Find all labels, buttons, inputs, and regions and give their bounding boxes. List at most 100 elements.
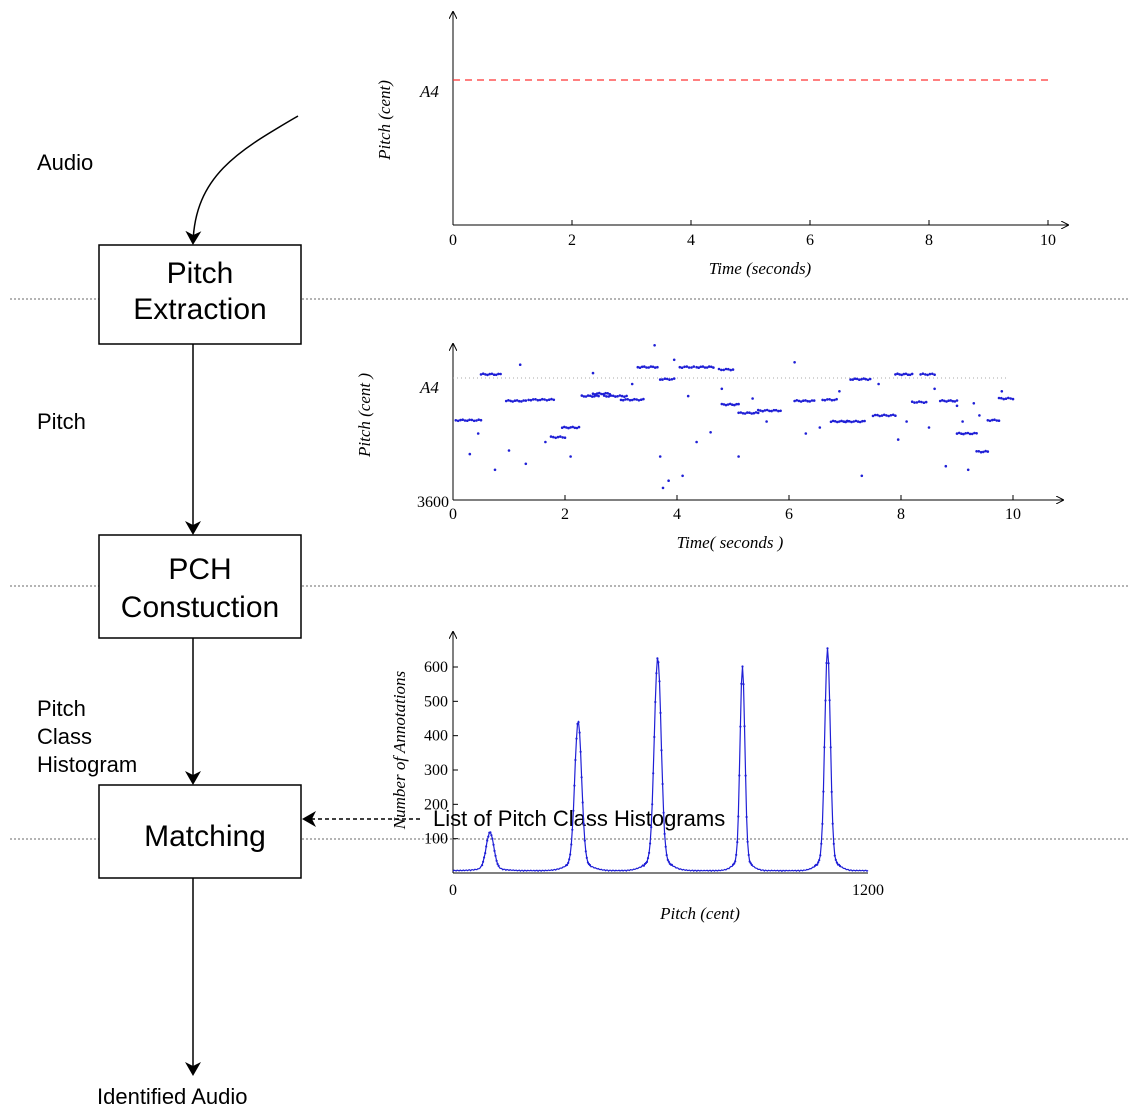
- chart2-point: [833, 398, 836, 402]
- chart3-y-tick-label: 100: [424, 831, 448, 848]
- chart3-point: [830, 790, 833, 794]
- chart2-point: [938, 399, 942, 403]
- chart2-point: [726, 403, 730, 406]
- pch-construction-box: PCH Constuction: [98, 534, 302, 639]
- chart2-point: [573, 426, 577, 430]
- chart3-point: [494, 854, 497, 857]
- chart3-point: [666, 858, 669, 862]
- chart2-point: [868, 377, 872, 381]
- chart3-point: [571, 828, 574, 831]
- chart2-point: [975, 450, 978, 453]
- chart2-point: [793, 399, 796, 403]
- chart3-y-tick-label: 400: [424, 728, 448, 745]
- chart3-y-tick-label: 500: [424, 693, 448, 710]
- chart2-point: [563, 425, 566, 429]
- chart2-point: [823, 398, 827, 402]
- pch-construction-line1: PCH: [168, 553, 231, 586]
- chart2-point: [680, 366, 684, 370]
- chart3-point: [735, 853, 738, 857]
- chart3-point: [642, 864, 646, 867]
- chart2-point: [727, 367, 730, 371]
- chart2-point: [492, 373, 496, 377]
- chart2-point: [630, 398, 634, 402]
- chart2-point: [724, 403, 728, 407]
- chart2-point: [490, 372, 494, 376]
- chart3-point: [588, 864, 592, 867]
- chart2-point: [746, 411, 749, 414]
- chart2-point: [854, 419, 858, 423]
- chart2-point: [639, 398, 643, 402]
- chart3-x-tick-label: 0: [449, 882, 457, 899]
- chart3-y-tick-label: 300: [424, 762, 448, 779]
- chart2-point: [962, 432, 965, 436]
- pch-label-line3: Histogram: [37, 752, 137, 777]
- chart2-point: [953, 400, 957, 403]
- chart3-point: [663, 832, 666, 836]
- chart2-point: [541, 397, 544, 401]
- chart2-point: [604, 391, 607, 395]
- chart2-point: [960, 432, 963, 436]
- chart2-point: [735, 402, 738, 406]
- chart2-y-tick-a4: A4: [419, 378, 439, 397]
- chart2-point: [871, 414, 875, 418]
- chart2-point: [737, 411, 740, 415]
- chart2-point: [731, 403, 734, 407]
- chart2-point: [609, 394, 613, 397]
- chart3-point: [579, 750, 582, 753]
- chart2-point: [645, 366, 648, 369]
- chart2-point: [866, 378, 870, 382]
- chart3-point: [577, 721, 580, 724]
- chart3-point: [482, 860, 485, 863]
- chart2-point: [667, 479, 670, 483]
- chart2-point: [978, 414, 981, 417]
- chart2-point: [966, 468, 970, 472]
- chart3-point: [484, 852, 487, 855]
- chart2-point: [635, 398, 638, 401]
- chart2-point: [770, 409, 773, 413]
- chart2-point: [793, 361, 796, 364]
- chart2-point: [642, 397, 645, 401]
- chart2-point: [509, 399, 512, 403]
- chart1-x-tick-label: 2: [568, 232, 576, 249]
- chart2-point: [761, 409, 764, 413]
- chart2-point: [861, 419, 864, 423]
- chart2-point: [625, 394, 628, 398]
- chart3-point: [489, 831, 492, 834]
- chart2-point: [575, 426, 579, 430]
- pch-label-line1: Pitch: [37, 696, 86, 721]
- chart3-point: [659, 711, 662, 715]
- chart3-point: [829, 746, 832, 749]
- chart2-point: [768, 409, 771, 413]
- pitch-extraction-line1: Pitch: [167, 257, 234, 290]
- chart2-point: [1011, 397, 1015, 401]
- chart2-point: [862, 377, 865, 380]
- chart2-point: [905, 420, 908, 423]
- chart3-point: [824, 699, 827, 702]
- chart2-point: [836, 420, 839, 424]
- chart2-point: [459, 418, 462, 422]
- chart2-point: [924, 400, 928, 404]
- chart2-point: [1009, 397, 1012, 400]
- chart2-point: [685, 365, 689, 368]
- chart2-point: [720, 387, 724, 391]
- chart2-point: [993, 418, 996, 422]
- chart3-point: [827, 662, 830, 665]
- chart2-point: [913, 401, 916, 404]
- chart3-point: [575, 737, 578, 740]
- chart2-point: [690, 366, 693, 369]
- chart2-point: [683, 365, 686, 369]
- chart2-point: [710, 365, 713, 369]
- chart2-point: [995, 419, 999, 422]
- chart3-point: [734, 860, 737, 863]
- chart2-point: [970, 432, 974, 436]
- chart2-point: [1000, 396, 1003, 400]
- chart2-point: [724, 367, 728, 371]
- chart3-point: [583, 839, 586, 842]
- chart2-point: [856, 420, 860, 423]
- chart2-point: [944, 464, 948, 468]
- chart2-point: [1007, 396, 1010, 400]
- chart2-point: [986, 450, 990, 453]
- chart3-point: [656, 657, 659, 660]
- chart2-point: [966, 431, 970, 435]
- chart2-point: [1002, 397, 1005, 401]
